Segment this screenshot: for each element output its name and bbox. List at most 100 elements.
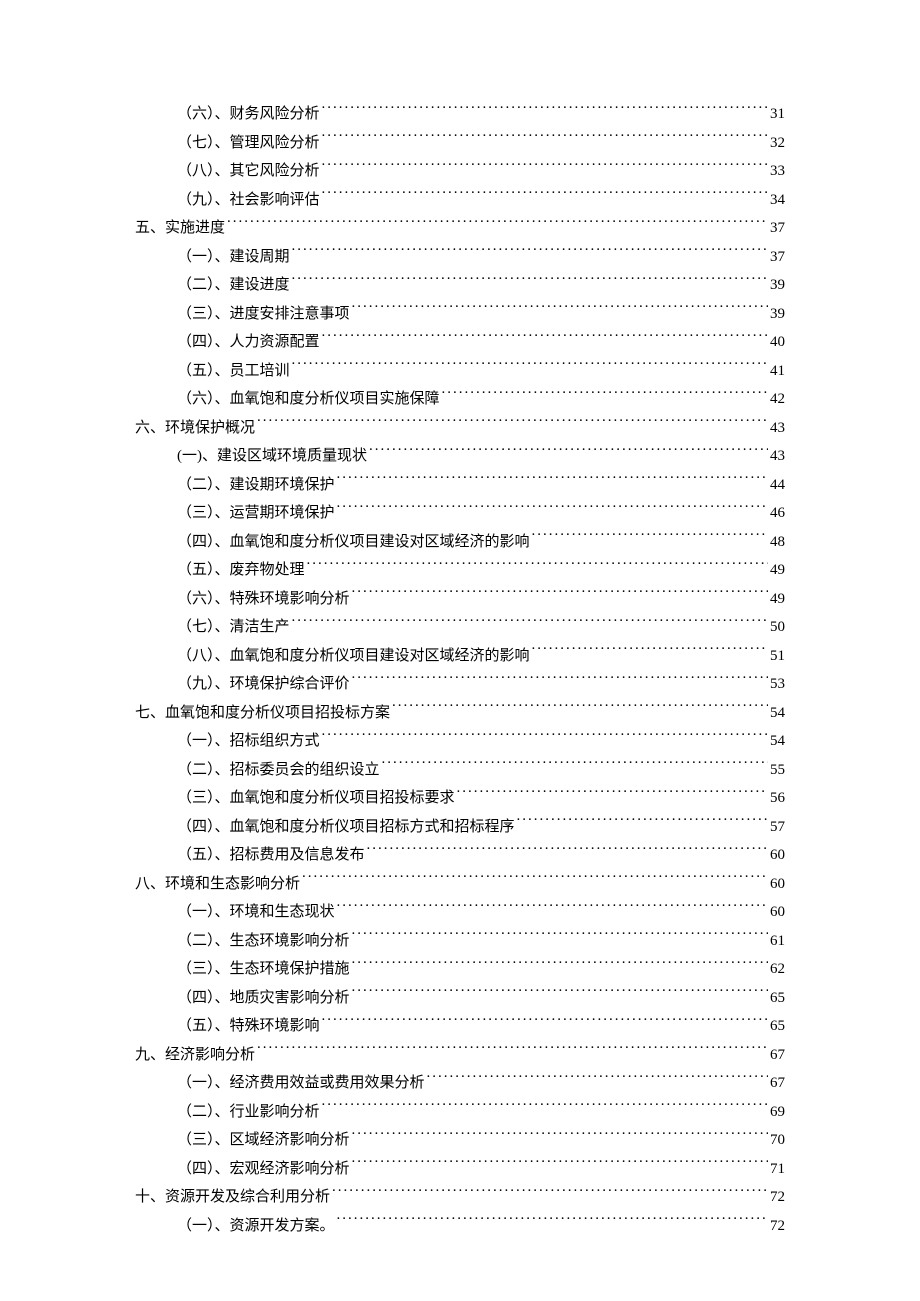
toc-leader-dots	[302, 870, 768, 888]
toc-page-number: 48	[770, 528, 785, 557]
toc-leader-dots	[322, 157, 768, 175]
toc-leader-dots	[322, 129, 768, 147]
toc-page-number: 60	[770, 870, 785, 899]
toc-entry: （一）、环境和生态现状 60	[135, 898, 785, 927]
toc-page-number: 62	[770, 955, 785, 984]
toc-entry: （二）、建设进度 39	[135, 271, 785, 300]
toc-label: （三）、区域经济影响分析	[177, 1126, 350, 1155]
toc-entry: （八）、其它风险分析 33	[135, 157, 785, 186]
toc-page-number: 60	[770, 841, 785, 870]
toc-page-number: 67	[770, 1041, 785, 1070]
toc-entry: （七）、清洁生产 50	[135, 613, 785, 642]
toc-label: （五）、招标费用及信息发布	[177, 841, 365, 870]
toc-entry: （五）、废弃物处理 49	[135, 556, 785, 585]
toc-entry: （三）、区域经济影响分析 70	[135, 1126, 785, 1155]
toc-label: （一）、建设周期	[177, 243, 290, 272]
toc-entry: （五）、员工培训 41	[135, 357, 785, 386]
toc-page-number: 41	[770, 357, 785, 386]
toc-page-number: 71	[770, 1155, 785, 1184]
toc-leader-dots	[517, 813, 768, 831]
toc-page-number: 72	[770, 1183, 785, 1212]
toc-label: 八、环境和生态影响分析	[135, 870, 300, 899]
toc-leader-dots	[307, 556, 768, 574]
toc-entry: （四）、血氧饱和度分析仪项目招标方式和招标程序 57	[135, 813, 785, 842]
toc-entry: （九）、环境保护综合评价 53	[135, 670, 785, 699]
toc-entry: （四）、人力资源配置 40	[135, 328, 785, 357]
toc-leader-dots	[352, 670, 768, 688]
toc-entry: （一）、资源开发方案。 72	[135, 1212, 785, 1241]
toc-leader-dots	[382, 756, 768, 774]
toc-page-number: 51	[770, 642, 785, 671]
toc-leader-dots	[352, 955, 768, 973]
toc-page-number: 55	[770, 756, 785, 785]
toc-label: 十、资源开发及综合利用分析	[135, 1183, 330, 1212]
toc-leader-dots	[352, 1126, 768, 1144]
toc-leader-dots	[292, 243, 768, 261]
toc-label: （六）、财务风险分析	[177, 100, 320, 129]
toc-leader-dots	[257, 1041, 768, 1059]
toc-page-number: 37	[770, 214, 785, 243]
toc-page-number: 39	[770, 271, 785, 300]
toc-leader-dots	[332, 1183, 768, 1201]
toc-page-number: 33	[770, 157, 785, 186]
toc-leader-dots	[392, 699, 768, 717]
toc-label: （九）、环境保护综合评价	[177, 670, 350, 699]
toc-entry: （七）、管理风险分析 32	[135, 129, 785, 158]
toc-entry: （二）、生态环境影响分析 61	[135, 927, 785, 956]
toc-leader-dots	[337, 898, 768, 916]
toc-page-number: 44	[770, 471, 785, 500]
toc-leader-dots	[322, 100, 768, 118]
toc-entry: （八）、血氧饱和度分析仪项目建设对区域经济的影响 51	[135, 642, 785, 671]
toc-page-number: 43	[770, 414, 785, 443]
toc-label: （三）、生态环境保护措施	[177, 955, 350, 984]
toc-label: （五）、废弃物处理	[177, 556, 305, 585]
toc-page-number: 61	[770, 927, 785, 956]
toc-leader-dots	[337, 471, 768, 489]
toc-leader-dots	[369, 442, 768, 460]
toc-leader-dots	[442, 385, 768, 403]
toc-label: （二）、生态环境影响分析	[177, 927, 350, 956]
toc-leader-dots	[352, 585, 768, 603]
toc-entry: （四）、血氧饱和度分析仪项目建设对区域经济的影响 48	[135, 528, 785, 557]
toc-entry: （三）、进度安排注意事项 39	[135, 300, 785, 329]
toc-page-number: 42	[770, 385, 785, 414]
toc-leader-dots	[292, 357, 768, 375]
toc-label: （五）、特殊环境影响	[177, 1012, 320, 1041]
toc-entry: （一）、招标组织方式 54	[135, 727, 785, 756]
toc-label: （五）、员工培训	[177, 357, 290, 386]
toc-leader-dots	[427, 1069, 768, 1087]
toc-label: （八）、其它风险分析	[177, 157, 320, 186]
toc-label: （一）、资源开发方案。	[177, 1212, 335, 1241]
toc-entry: （六）、财务风险分析 31	[135, 100, 785, 129]
toc-page-number: 67	[770, 1069, 785, 1098]
toc-entry: 五、实施进度 37	[135, 214, 785, 243]
toc-leader-dots	[337, 1212, 768, 1230]
toc-entry: （三）、血氧饱和度分析仪项目招投标要求 56	[135, 784, 785, 813]
toc-label: （二）、招标委员会的组织设立	[177, 756, 380, 785]
toc-entry: 六、环境保护概况 43	[135, 414, 785, 443]
toc-label: (一)、建设区域环境质量现状	[177, 442, 367, 471]
toc-label: （八）、血氧饱和度分析仪项目建设对区域经济的影响	[177, 642, 530, 671]
toc-entry: 八、环境和生态影响分析 60	[135, 870, 785, 899]
toc-label: （六）、血氧饱和度分析仪项目实施保障	[177, 385, 440, 414]
toc-label: （二）、建设进度	[177, 271, 290, 300]
toc-entry: （六）、特殊环境影响分析 49	[135, 585, 785, 614]
toc-entry: 十、资源开发及综合利用分析 72	[135, 1183, 785, 1212]
toc-label: （一）、经济费用效益或费用效果分析	[177, 1069, 425, 1098]
toc-label: （二）、行业影响分析	[177, 1098, 320, 1127]
toc-page-number: 31	[770, 100, 785, 129]
toc-entry: （三）、运营期环境保护 46	[135, 499, 785, 528]
toc-leader-dots	[367, 841, 768, 859]
toc-label: （四）、血氧饱和度分析仪项目招标方式和招标程序	[177, 813, 515, 842]
toc-label: 五、实施进度	[135, 214, 225, 243]
toc-page-number: 70	[770, 1126, 785, 1155]
toc-leader-dots	[322, 328, 768, 346]
toc-page-number: 39	[770, 300, 785, 329]
toc-leader-dots	[322, 186, 768, 204]
toc-leader-dots	[257, 414, 768, 432]
toc-entry: （四）、宏观经济影响分析 71	[135, 1155, 785, 1184]
toc-label: （九）、社会影响评估	[177, 186, 320, 215]
toc-page-number: 54	[770, 727, 785, 756]
toc-page-number: 53	[770, 670, 785, 699]
toc-page-number: 65	[770, 984, 785, 1013]
